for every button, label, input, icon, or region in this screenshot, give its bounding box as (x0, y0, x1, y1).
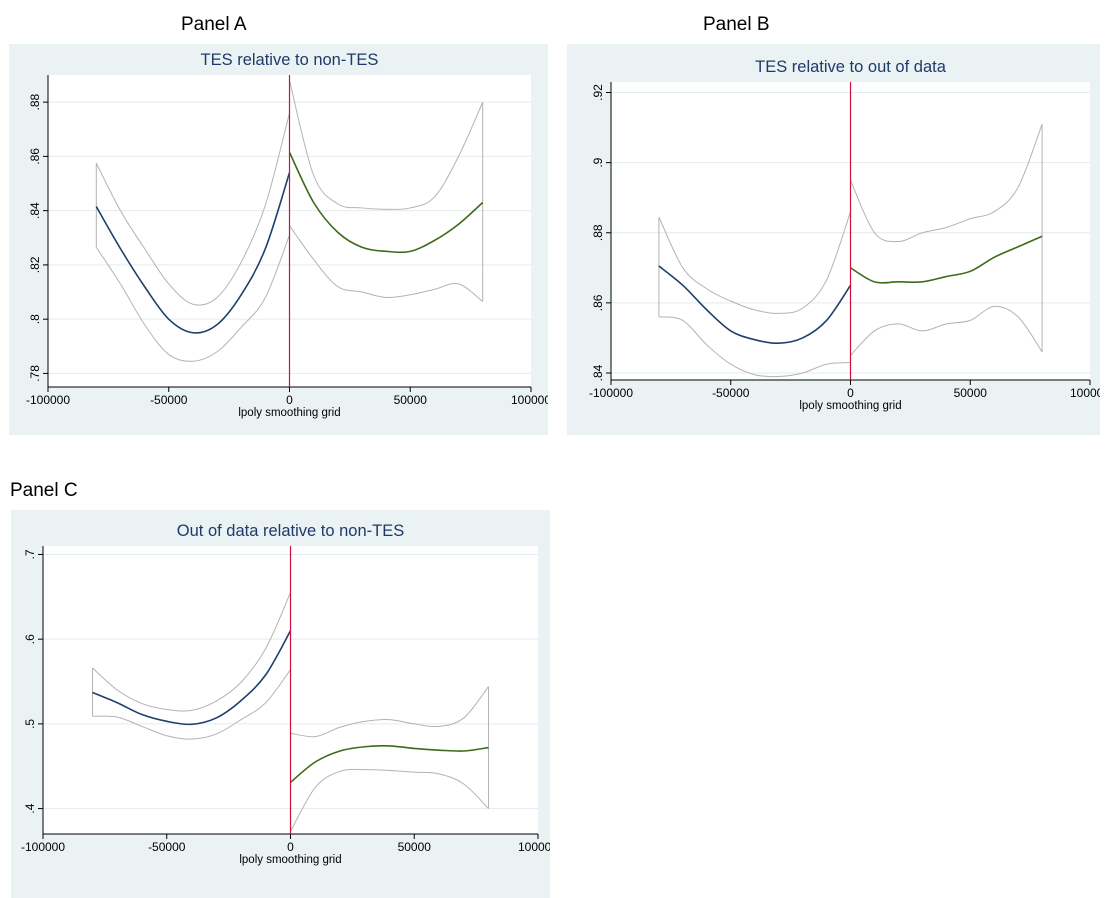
x-tick-label: 50000 (954, 386, 988, 400)
y-tick-label: .5 (23, 719, 37, 729)
panel-a-label: Panel A (181, 14, 247, 35)
fit-line-right (288, 151, 484, 254)
x-tick-label: 100000 (1070, 386, 1100, 400)
ci-lower-right (850, 305, 1043, 356)
x-tick-label: -50000 (148, 840, 186, 854)
ci-upper-right (289, 80, 484, 210)
y-tick-label: .82 (28, 256, 42, 273)
ci-lower-right (289, 225, 484, 302)
y-tick-label: .86 (28, 148, 42, 165)
ci-lower-left (92, 669, 291, 740)
x-tick-label: 50000 (394, 393, 428, 407)
x-axis-label: lpoly smoothing grid (239, 854, 341, 866)
ci-upper-left (92, 592, 291, 712)
x-tick-label: 0 (287, 840, 294, 854)
y-tick-label: .8 (28, 314, 42, 324)
x-axis-label: lpoly smoothing grid (799, 400, 901, 412)
y-tick-label: .9 (591, 157, 605, 167)
ci-upper-right (850, 123, 1043, 243)
x-tick-label: 100000 (518, 840, 550, 854)
x-tick-label: 100000 (511, 393, 548, 407)
x-tick-label: 50000 (398, 840, 432, 854)
ci-lower-right (290, 768, 489, 832)
x-tick-label: -100000 (21, 840, 65, 854)
x-tick-label: -100000 (589, 386, 633, 400)
chart-panel-c: Out of data relative to non-TES .4 .5 .6 .7 -… (11, 510, 550, 898)
y-tick-label: .4 (23, 803, 37, 813)
panel-c-label: Panel C (10, 480, 78, 501)
y-tick-label: .92 (591, 84, 605, 101)
y-tick-label: .78 (28, 365, 42, 382)
fit-line-right (850, 235, 1043, 284)
y-tick-label: .6 (23, 634, 37, 644)
chart-panel-b: TES relative to out of data .84 .86 .88 .9 .9… (567, 44, 1100, 435)
y-tick-label: .84 (28, 202, 42, 219)
fit-line-left (658, 265, 852, 345)
chart-title: Out of data relative to non-TES (177, 522, 404, 540)
chart-panel-a: TES relative to non-TES .78 .8 .82 .84 .86 .88… (9, 44, 548, 435)
ci-upper-right (290, 686, 489, 738)
chart-title: TES relative to out of data (755, 58, 947, 76)
fit-line-left (92, 630, 292, 726)
y-tick-label: .84 (591, 364, 605, 381)
x-tick-label: -100000 (26, 393, 70, 407)
panel-b-label: Panel B (703, 14, 770, 35)
ci-upper-left (658, 211, 851, 314)
fit-line-left (95, 172, 291, 334)
y-tick-label: .88 (28, 93, 42, 110)
y-tick-label: .7 (23, 549, 37, 559)
chart-title: TES relative to non-TES (201, 51, 379, 69)
x-tick-label: -50000 (150, 393, 188, 407)
ci-upper-left (95, 112, 290, 306)
x-axis-label: lpoly smoothing grid (238, 407, 340, 419)
x-tick-label: 0 (286, 393, 293, 407)
y-tick-label: .88 (591, 224, 605, 241)
fit-line-right (289, 745, 489, 783)
x-tick-label: 0 (847, 386, 854, 400)
ci-lower-left (658, 316, 851, 378)
x-tick-label: -50000 (712, 386, 750, 400)
y-tick-label: .86 (591, 294, 605, 311)
ci-lower-left (95, 234, 290, 362)
